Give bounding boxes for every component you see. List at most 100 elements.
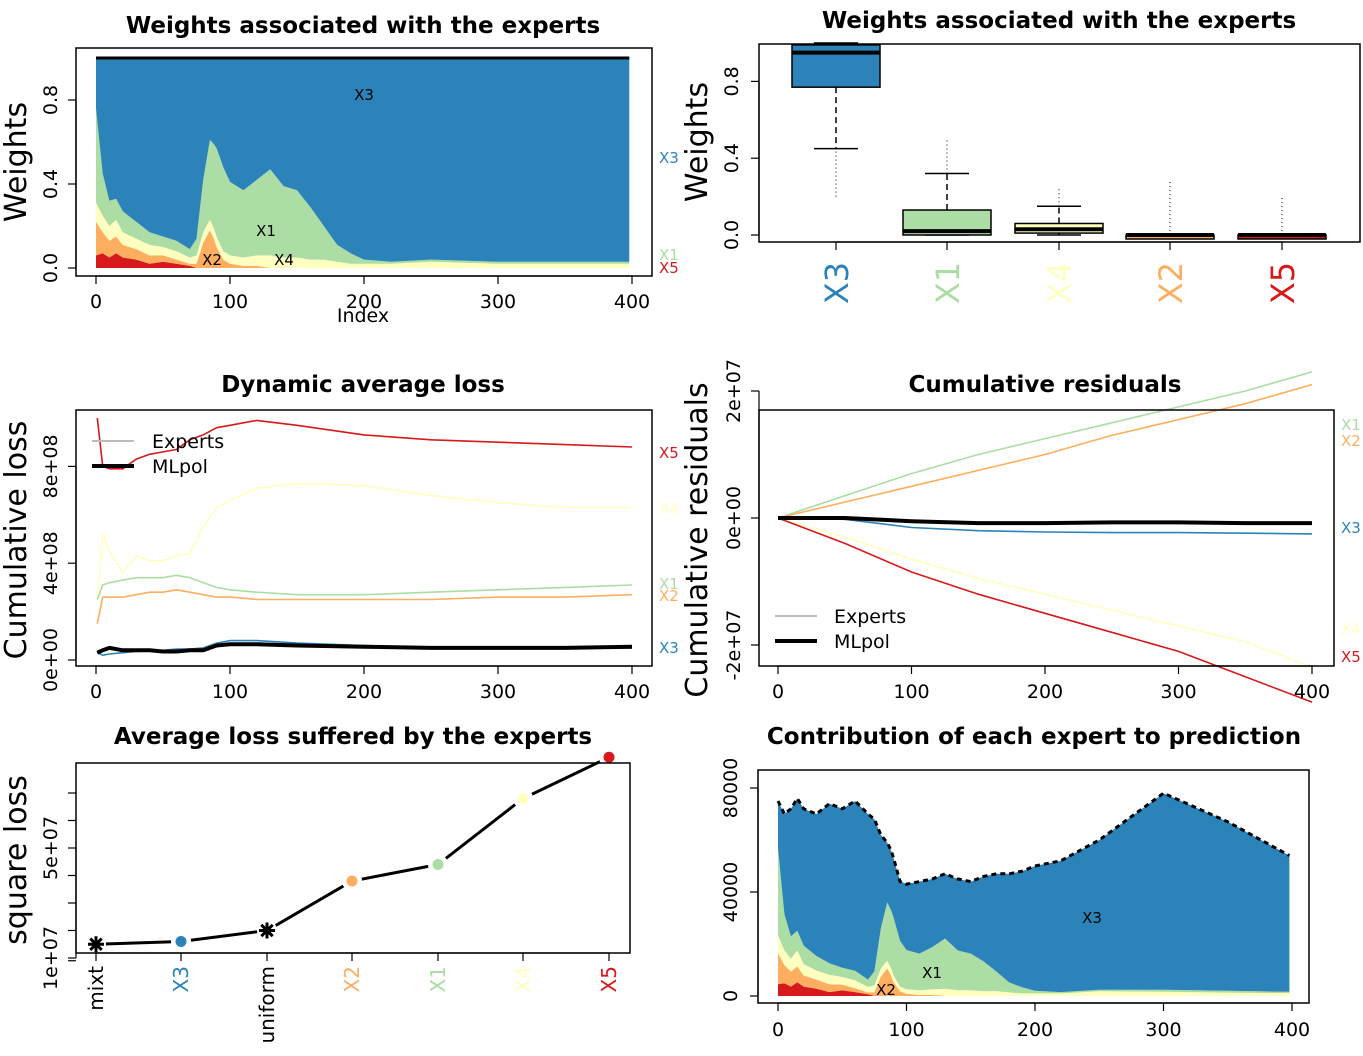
p4-line-x3 [777, 517, 1313, 535]
p1-area-x3 [96, 58, 630, 262]
p2-x-tick-label: X2 [1152, 262, 1190, 304]
p6-area-x3 [778, 793, 1290, 993]
p3-y-tick-label: 8e+08 [40, 434, 62, 498]
p2-y-tick-label: 0.0 [721, 220, 743, 250]
panel-weights-area: Weights associated with the experts Weig… [0, 13, 679, 327]
p3-ylabel: Cumulative loss [0, 421, 34, 660]
p4-title: Cumulative residuals [909, 372, 1182, 398]
p3-right-x4: X4 [659, 500, 679, 518]
p3-axes: 0 100 200 300 400 0e+00 4e+08 8e+08 [40, 434, 650, 703]
p4-line-x4 [777, 517, 1313, 668]
p3-right-x2: X2 [659, 587, 679, 605]
p4-legend-mlpol: MLpol [834, 631, 890, 653]
p4-marks [777, 371, 1313, 703]
p1-ylabel: Weights [0, 102, 34, 222]
p2-axes: 0.0 0.4 0.8 X3 X1 X4 X2 X5 [721, 66, 1302, 304]
panel-average-loss: Average loss suffered by the experts squ… [0, 724, 631, 1044]
p3-title: Dynamic average loss [221, 372, 505, 398]
p2-x-tick-label: X5 [1264, 262, 1302, 304]
p5-marker-uniform [259, 922, 275, 939]
p6-x-tick-label: 0 [772, 1019, 784, 1041]
p3-y-tick-label: 0e+00 [40, 628, 62, 692]
p3-marks [96, 417, 633, 656]
p6-area-x2 [778, 953, 1290, 996]
p4-right-x3: X3 [1341, 519, 1361, 537]
p6-x-tick-label: 200 [1017, 1019, 1053, 1041]
p4-x-tick-label: 0 [772, 681, 784, 703]
p2-y-tick-label: 0.8 [721, 66, 743, 96]
p4-ylabel: Cumulative residuals [680, 382, 715, 697]
p4-axes: 0 100 200 300 400 -2e+07 0e+00 2e+07 [723, 359, 1330, 703]
p3-legend-experts: Experts [152, 431, 224, 453]
p1-area-x1 [96, 108, 630, 264]
p4-right-x2: X2 [1341, 432, 1361, 450]
p1-x-tick-label: 400 [614, 291, 650, 313]
p1-label-x3: X3 [354, 86, 374, 104]
p1-label-x1: X1 [256, 222, 276, 240]
p5-x-tick-label: mixt [84, 966, 108, 1011]
p1-x-tick-label: 100 [212, 291, 248, 313]
p4-x-tick-label: 300 [1160, 681, 1196, 703]
p5-line [95, 755, 610, 946]
p6-label-x3: X3 [1082, 909, 1102, 927]
p5-y-tick-label: 1e+07 [40, 926, 62, 990]
p4-y-tick-label: -2e+07 [723, 610, 745, 681]
p6-label-x2: X2 [876, 981, 896, 999]
p5-marker-X1 [432, 859, 444, 870]
p3-line-x1 [96, 574, 633, 600]
p2-x-tick-label: X3 [818, 262, 856, 304]
p3-x-tick-label: 0 [90, 681, 102, 703]
p4-line-x2 [777, 383, 1313, 519]
panel-dynamic-loss: Dynamic average loss Cumulative loss 0 10… [0, 372, 679, 703]
p3-line-x4 [96, 482, 632, 600]
p1-title: Weights associated with the experts [126, 13, 600, 39]
p4-line-mlpol [778, 516, 1312, 526]
p4-x-tick-label: 100 [893, 681, 929, 703]
p4-y-tick-label: 2e+07 [723, 359, 745, 423]
p1-x-tick-label: 300 [480, 291, 516, 313]
p4-line-x1 [777, 371, 1313, 519]
p2-title: Weights associated with the experts [822, 8, 1296, 34]
p5-frame [75, 762, 631, 954]
p6-label-x1: X1 [922, 964, 942, 982]
p3-line-x5 [96, 417, 633, 470]
p4-legend-experts: Experts [834, 606, 906, 628]
p5-marker-X5 [603, 751, 615, 763]
p5-marks [86, 747, 619, 955]
p2-y-tick-label: 0.4 [721, 143, 743, 173]
p1-xlabel: Index [337, 305, 389, 327]
panel-contribution: Contribution of each expert to predictio… [720, 724, 1310, 1041]
p6-observed-line [776, 791, 1291, 886]
p5-x-tick-label: X1 [426, 966, 450, 992]
p6-axes: 0 100 200 300 400 0 40000 80000 [720, 758, 1310, 1041]
p2-x-tick-label: X1 [929, 262, 967, 304]
p1-area-x5 [96, 253, 630, 268]
p4-x-tick-label: 200 [1027, 681, 1063, 703]
p5-axes: 1e+07 5e+07 mixt X3 uniform X2 X1 X4 X5 [40, 792, 621, 1044]
p5-marker-X4 [517, 793, 529, 804]
p4-x-tick-label: 400 [1294, 681, 1330, 703]
p3-line-mlpol [96, 642, 633, 655]
p5-x-tick-label: X4 [511, 966, 535, 992]
p4-right-x1: X1 [1341, 416, 1361, 434]
p3-x-tick-label: 300 [480, 681, 516, 703]
p2-marks [791, 42, 1327, 240]
p1-label-x2: X2 [202, 251, 222, 269]
p6-y-tick-label: 0 [720, 990, 742, 1002]
p6-x-tick-label: 300 [1145, 1019, 1181, 1041]
p1-y-tick-label: 0.8 [40, 85, 62, 115]
p3-right-x1: X1 [659, 575, 679, 593]
p1-y-tick-label: 0.4 [40, 169, 62, 199]
p1-right-x3: X3 [659, 149, 679, 167]
p3-right-x5: X5 [659, 444, 679, 462]
p1-x-tick-label: 200 [346, 291, 382, 313]
p1-y-tick-label: 0.0 [40, 253, 62, 283]
p6-y-tick-label: 40000 [720, 862, 742, 922]
p5-x-tick-label: X3 [169, 966, 193, 992]
p4-right-x5: X5 [1341, 648, 1361, 666]
p6-title: Contribution of each expert to predictio… [767, 724, 1301, 750]
p5-ylabel: square loss [0, 775, 34, 945]
p3-legend-mlpol: MLpol [152, 456, 208, 478]
p1-right-x1: X1 [659, 246, 679, 264]
